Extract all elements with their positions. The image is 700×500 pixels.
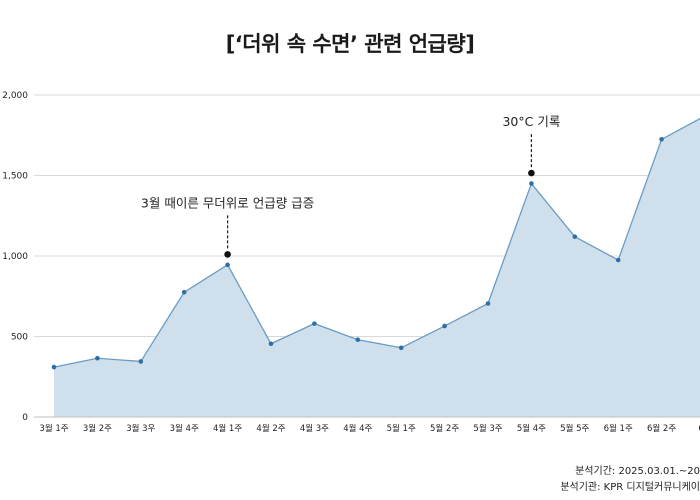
x-tick-label: 4월 2주: [256, 423, 285, 434]
x-tick-label: 5월 3주: [473, 423, 502, 434]
data-point: [442, 323, 447, 329]
x-tick-label: 3월 2주: [83, 423, 112, 434]
x-tick-label: 6월: [698, 423, 700, 434]
data-point: [225, 262, 230, 268]
y-tick-label: 2,000: [2, 91, 28, 101]
x-tick-label: 4월 1주: [213, 423, 242, 434]
data-point: [181, 289, 187, 295]
x-tick-label: 5월 1주: [387, 423, 416, 434]
x-tick-label: 5월 2주: [430, 423, 459, 434]
analysis-source: 분석기관: KPR 디지털커뮤니케이: [560, 482, 700, 493]
data-point: [659, 136, 664, 142]
annotation-marker: [224, 251, 231, 258]
y-tick-label: 1,500: [2, 172, 28, 182]
annotation-label: 30°C 기록: [502, 114, 560, 129]
data-point: [398, 345, 404, 351]
data-point: [312, 321, 317, 326]
y-tick-label: 0: [22, 413, 28, 423]
x-tick-label: 5월 4주: [517, 423, 546, 434]
data-point: [355, 337, 361, 343]
data-point: [95, 355, 100, 361]
data-point: [138, 359, 144, 364]
area-fill: [54, 115, 700, 417]
data-point: [51, 364, 57, 370]
y-tick-label: 500: [11, 333, 28, 343]
x-tick-label: 6월 2주: [647, 423, 676, 434]
x-tick-label: 4월 3주: [300, 423, 329, 434]
x-tick-label: 5월 5주: [560, 423, 589, 434]
y-tick-label: 1,000: [2, 252, 28, 262]
chart-title: [‘더위 속 수면’ 관련 언급량]: [225, 32, 475, 56]
data-point: [485, 301, 491, 306]
data-point: [268, 341, 274, 347]
data-point: [572, 234, 578, 239]
x-tick-label: 4월 4주: [343, 423, 372, 434]
x-tick-label: 6월 1주: [604, 423, 633, 434]
analysis-period: 분석기간: 2025.03.01.~20: [575, 466, 700, 477]
x-tick-label: 3월 3우: [126, 423, 155, 434]
x-tick-label: 3월 1주: [39, 423, 68, 434]
annotation-label: 3월 때이른 무더위로 언급량 급증: [141, 195, 314, 210]
annotation-marker: [528, 169, 535, 177]
data-point: [615, 257, 621, 263]
data-point: [529, 181, 534, 186]
x-tick-label: 3월 4주: [170, 423, 199, 434]
